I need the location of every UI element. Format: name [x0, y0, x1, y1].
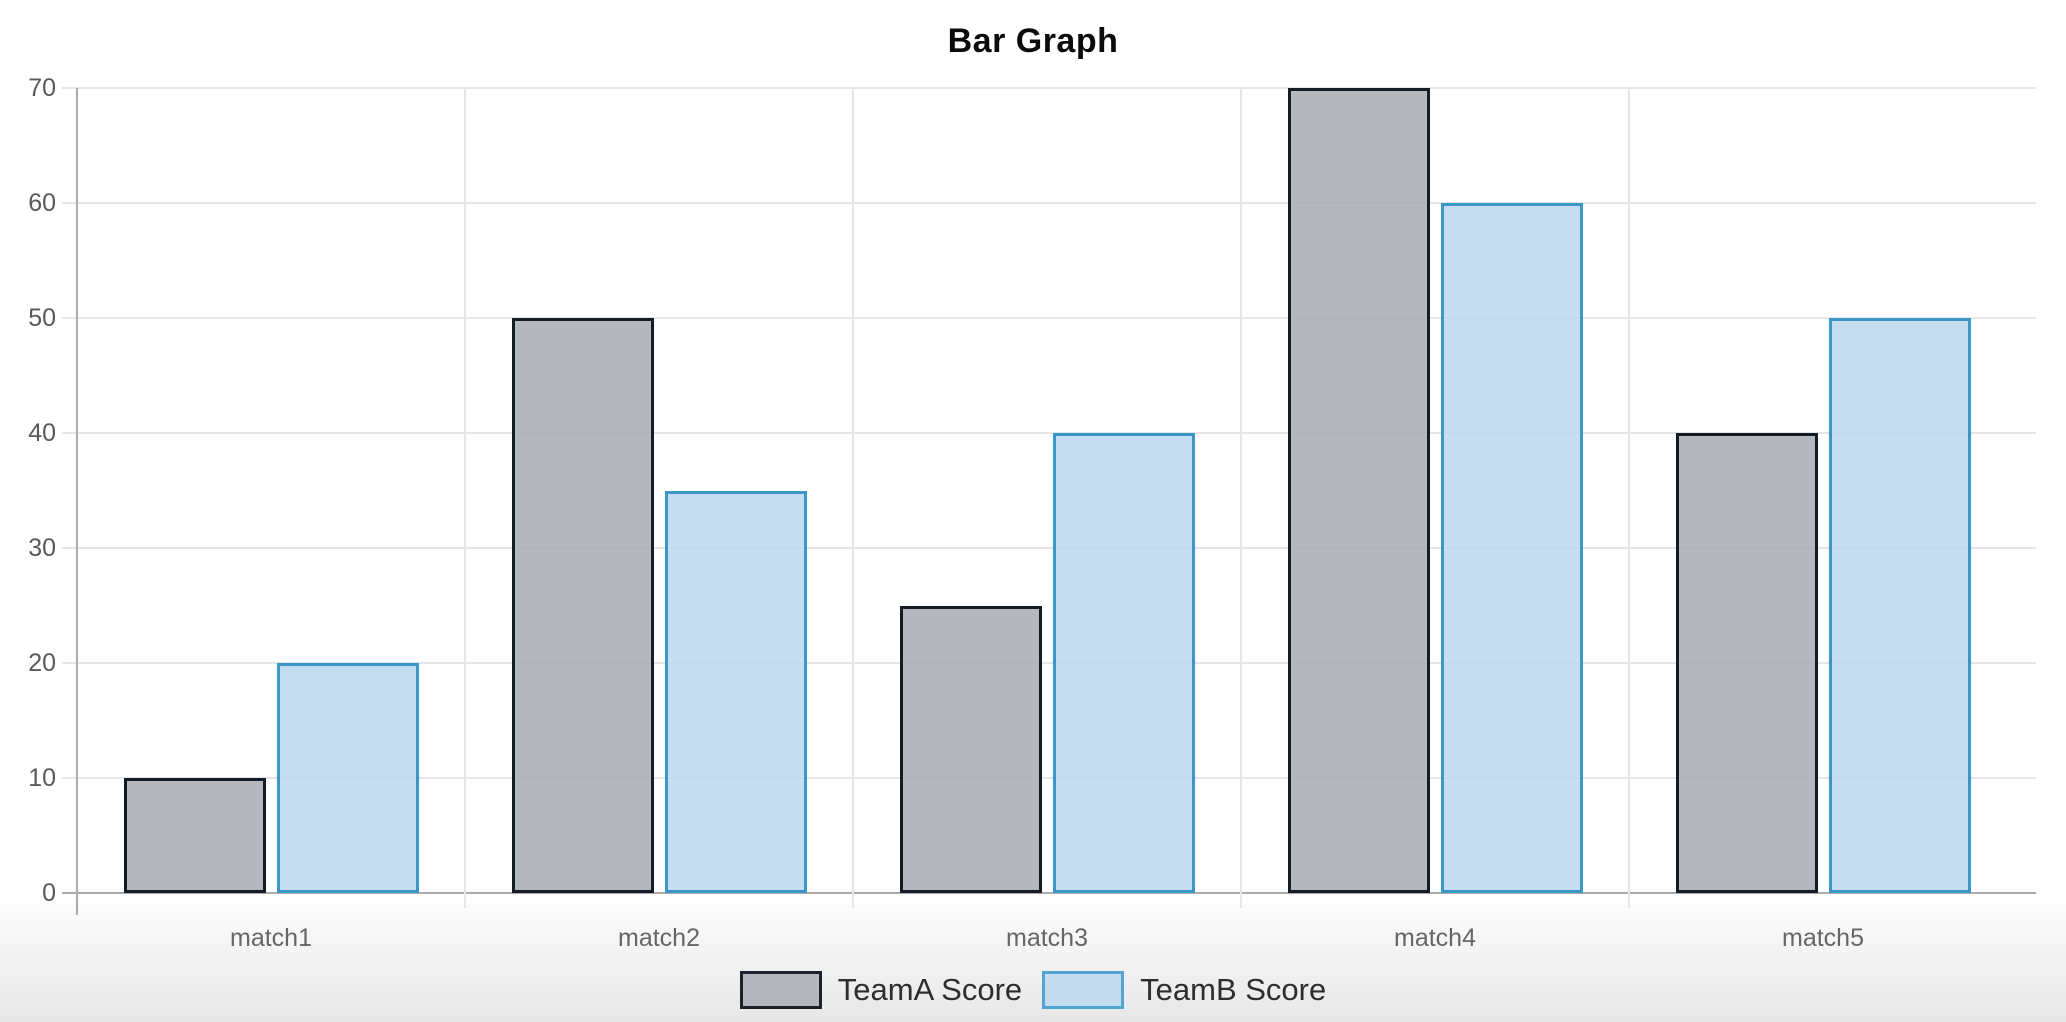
y-tick-label: 10 [28, 764, 56, 792]
bar-teamb-match1 [277, 663, 419, 893]
bar-teama-match5 [1676, 433, 1818, 893]
x-category-label: match5 [1782, 924, 1864, 952]
y-gridline [62, 87, 2036, 89]
legend-swatch-teamb [1042, 971, 1125, 1009]
legend-item-teama: TeamA Score [739, 971, 1023, 1009]
y-gridline [62, 202, 2036, 204]
bar-teama-match4 [1288, 88, 1430, 893]
legend-label: TeamA Score [837, 972, 1023, 1007]
bar-teamb-match5 [1829, 318, 1971, 893]
x-axis-line [62, 892, 2036, 894]
y-tick-label: 0 [42, 879, 56, 907]
legend-item-teamb: TeamB Score [1042, 971, 1326, 1009]
x-category-label: match3 [1006, 924, 1088, 952]
bar-teama-match1 [124, 778, 266, 893]
legend-swatch-teama [739, 971, 822, 1009]
bar-teama-match2 [512, 318, 654, 893]
y-gridline [62, 547, 2036, 549]
legend: TeamA Score TeamB Score [0, 968, 2066, 1012]
bar-teamb-match3 [1053, 433, 1195, 893]
legend-label: TeamB Score [1140, 972, 1327, 1007]
y-tick-label: 70 [28, 74, 56, 102]
y-tick-label: 40 [28, 419, 56, 447]
y-gridline [62, 317, 2036, 319]
x-category-label: match2 [618, 924, 700, 952]
y-tick-label: 30 [28, 534, 56, 562]
category-gridline [464, 88, 466, 908]
bar-teamb-match4 [1441, 203, 1583, 893]
y-gridline [62, 662, 2036, 664]
bar-teama-match3 [900, 606, 1042, 893]
category-gridline [1240, 88, 1242, 908]
y-tick-label: 60 [28, 189, 56, 217]
y-tick-label: 50 [28, 304, 56, 332]
bar-teamb-match2 [665, 491, 807, 893]
y-tick-label: 20 [28, 649, 56, 677]
y-gridline [62, 432, 2036, 434]
x-category-label: match1 [230, 924, 312, 952]
category-gridline [1628, 88, 1630, 908]
y-axis-line [76, 88, 78, 915]
x-category-label: match4 [1394, 924, 1476, 952]
category-gridline [852, 88, 854, 908]
chart-title: Bar Graph [947, 22, 1119, 60]
y-gridline [62, 777, 2036, 779]
